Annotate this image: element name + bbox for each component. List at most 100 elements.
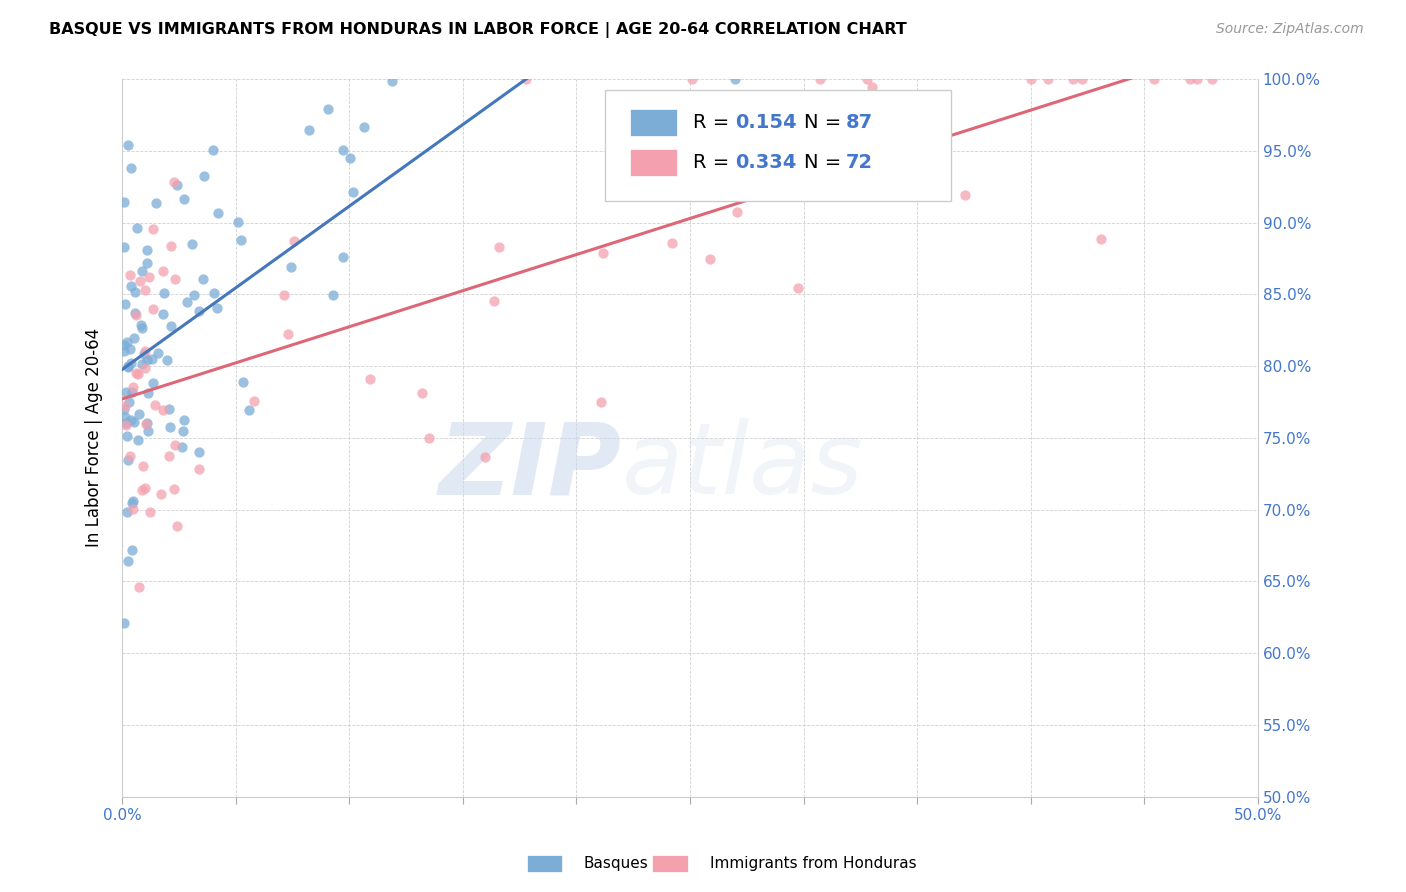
Text: atlas: atlas [621, 418, 863, 515]
Point [1201, 72, 1223, 87]
Point [127, 434, 149, 448]
Point [232, 375, 254, 389]
Point [283, 234, 305, 248]
Point [112, 240, 135, 254]
Point [112, 343, 135, 358]
Text: 72: 72 [845, 153, 873, 172]
Text: Source: ZipAtlas.com: Source: ZipAtlas.com [1216, 22, 1364, 37]
Point [681, 72, 703, 87]
Point [136, 425, 159, 439]
Point [1036, 72, 1059, 87]
Point [755, 134, 778, 148]
Point [163, 175, 186, 189]
Point [173, 413, 195, 427]
Y-axis label: In Labor Force | Age 20-64: In Labor Force | Age 20-64 [86, 328, 103, 548]
Point [170, 440, 193, 454]
Point [1090, 232, 1112, 246]
Point [159, 420, 181, 434]
Point [117, 359, 139, 373]
Point [120, 413, 142, 427]
Point [699, 252, 721, 266]
Point [226, 215, 249, 229]
Point [201, 143, 224, 157]
Point [280, 260, 302, 275]
Point [152, 307, 174, 321]
Point [134, 284, 156, 298]
Point [482, 293, 505, 308]
Point [143, 398, 166, 412]
Point [117, 395, 139, 409]
Point [152, 402, 174, 417]
Point [117, 553, 139, 567]
Point [128, 580, 150, 594]
Point [166, 178, 188, 192]
Point [868, 176, 890, 190]
Point [180, 237, 202, 252]
Point [120, 355, 142, 369]
Point [115, 429, 138, 443]
Text: Basques: Basques [583, 856, 648, 871]
Point [121, 502, 143, 516]
Point [114, 409, 136, 424]
Point [114, 297, 136, 311]
Point [135, 417, 157, 432]
Point [141, 352, 163, 367]
Point [862, 80, 884, 95]
Point [183, 288, 205, 302]
Point [243, 394, 266, 409]
Point [592, 246, 614, 260]
Point [134, 361, 156, 376]
Point [332, 250, 354, 264]
Point [138, 270, 160, 285]
Point [122, 415, 145, 429]
Point [163, 438, 186, 452]
Point [132, 458, 155, 473]
Point [1019, 72, 1042, 87]
Point [810, 72, 832, 87]
Point [139, 505, 162, 519]
Text: R =: R = [693, 153, 735, 172]
Point [129, 274, 152, 288]
Point [332, 143, 354, 157]
Point [661, 236, 683, 251]
Point [166, 518, 188, 533]
Point [129, 318, 152, 332]
FancyBboxPatch shape [630, 149, 678, 176]
Point [127, 367, 149, 381]
Point [120, 342, 142, 356]
Point [172, 424, 194, 438]
Point [112, 401, 135, 416]
Point [149, 487, 172, 501]
Point [188, 444, 211, 458]
Point [135, 416, 157, 430]
Point [339, 151, 361, 165]
Point [115, 417, 138, 432]
Point [121, 494, 143, 508]
Point [142, 301, 165, 316]
Point [769, 185, 792, 199]
Point [797, 103, 820, 117]
Point [128, 407, 150, 421]
Point [112, 195, 135, 210]
Point [231, 233, 253, 247]
Point [202, 285, 225, 300]
Point [955, 187, 977, 202]
Point [1178, 72, 1201, 87]
Point [114, 399, 136, 413]
Text: R =: R = [693, 113, 735, 132]
Point [156, 352, 179, 367]
Text: 87: 87 [845, 113, 873, 132]
Point [1187, 72, 1209, 87]
Point [298, 123, 321, 137]
Point [142, 376, 165, 390]
Point [165, 272, 187, 286]
Point [359, 372, 381, 386]
Point [157, 402, 180, 417]
Point [277, 326, 299, 341]
Point [411, 386, 433, 401]
Point [115, 335, 138, 350]
Point [136, 385, 159, 400]
Point [125, 308, 148, 322]
FancyBboxPatch shape [605, 90, 952, 201]
Point [381, 73, 404, 87]
